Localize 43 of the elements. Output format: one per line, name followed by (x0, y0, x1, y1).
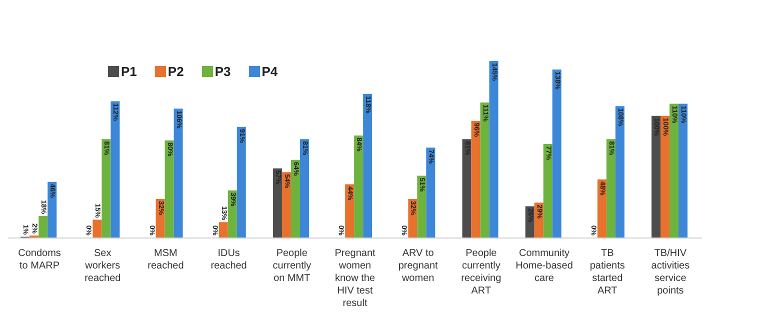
bar (102, 139, 111, 238)
x-tick-label: ARV to pregnant women (398, 248, 438, 284)
bar (354, 135, 364, 238)
x-tick-label: TB patients started ART (590, 248, 625, 296)
bar (615, 106, 624, 238)
bar (552, 70, 562, 238)
bar (164, 140, 174, 238)
bar (300, 139, 309, 238)
bar (174, 108, 183, 238)
x-tick-label: MSM reached (148, 248, 184, 272)
bar (426, 148, 436, 238)
bar (543, 144, 552, 238)
x-tick-label: Condoms to MARP (18, 248, 61, 272)
bar (417, 176, 426, 238)
x-tick-label: TB/HIV activities service points (651, 248, 690, 296)
x-tick-label: Sex workers reached (84, 248, 121, 284)
legend-label: P1 (120, 64, 137, 79)
bar (236, 126, 246, 238)
legend-label: P2 (166, 64, 184, 79)
bar (678, 104, 688, 238)
bar (652, 116, 661, 238)
x-tick-label: People currently receiving ART (461, 248, 502, 296)
bar (462, 139, 472, 238)
bar (282, 172, 291, 238)
bar (480, 102, 490, 238)
bar (670, 104, 679, 238)
bar (363, 94, 372, 238)
bar (489, 61, 498, 238)
bar (471, 120, 480, 238)
x-tick-label: Community Home-based care (516, 248, 573, 284)
bar (290, 160, 300, 238)
x-tick-label: IDUs reached (210, 248, 247, 272)
legend-label: P4 (260, 64, 278, 79)
bar (110, 101, 120, 238)
x-tick-label: Pregnant women know the HIV test result (334, 248, 376, 309)
legend-label: P3 (214, 64, 231, 79)
bar (606, 139, 616, 238)
bar (218, 222, 228, 238)
bar (92, 220, 102, 238)
bar (272, 168, 282, 238)
x-tick-label: People currently on MMT (272, 248, 312, 284)
bar (660, 116, 670, 238)
bar (38, 216, 48, 238)
